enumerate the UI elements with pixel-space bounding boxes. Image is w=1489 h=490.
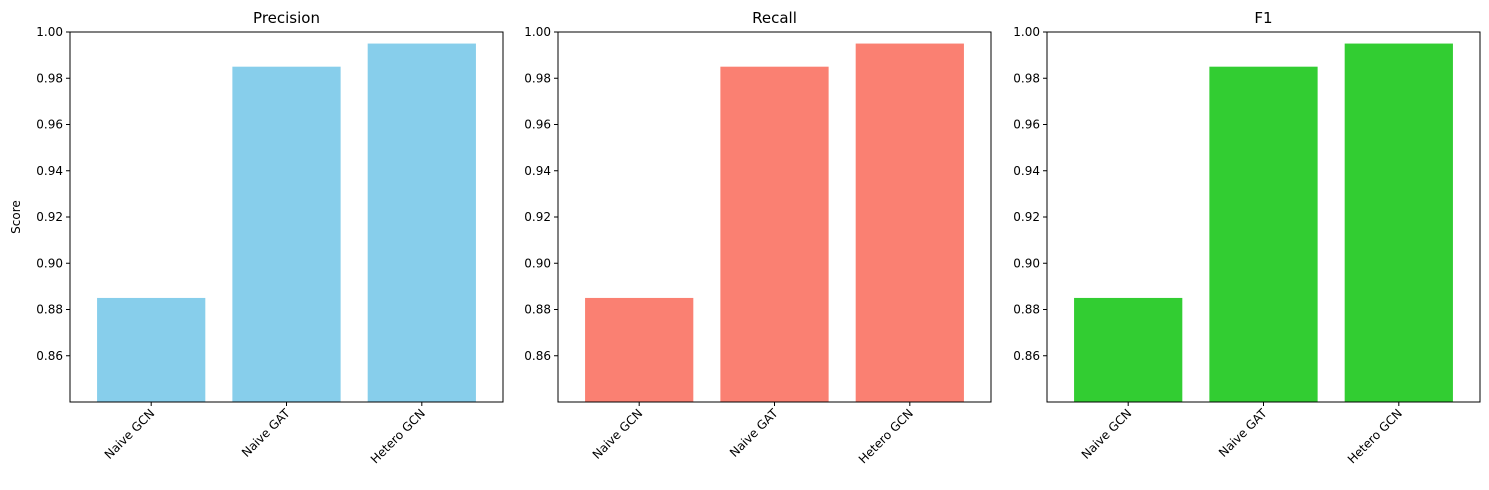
y-tick-label: 0.90 <box>36 256 63 270</box>
chart-panel-2: 0.86 0.88 0.90 0.92 0.94 0.96 0.98 1.00 Naive GC… <box>1013 9 1481 466</box>
bar-naive-gcn <box>97 297 206 402</box>
x-tick-label: Naive GCN <box>1079 406 1135 462</box>
y-tick-label: 0.90 <box>1013 256 1040 270</box>
y-tick-label: 0.86 <box>1013 349 1040 363</box>
x-tick-label: Naive GAT <box>239 406 293 460</box>
bar-hetero-gcn <box>855 43 964 402</box>
bar-hetero-gcn <box>367 43 476 402</box>
y-tick-label: 0.88 <box>36 303 63 317</box>
y-tick-label: 0.94 <box>36 164 63 178</box>
x-tick-label: Naive GCN <box>590 406 646 462</box>
bar-naive-gat <box>1209 66 1318 402</box>
bar-hetero-gcn <box>1344 43 1453 402</box>
x-tick-label: Naive GAT <box>1216 406 1270 460</box>
x-tick-label: Naive GAT <box>727 406 781 460</box>
y-tick-label: 0.92 <box>36 210 63 224</box>
y-tick-label: 0.98 <box>1013 71 1040 85</box>
y-tick-label: 0.96 <box>524 118 551 132</box>
y-tick-label: 0.96 <box>1013 118 1040 132</box>
y-tick-label: 0.98 <box>524 71 551 85</box>
chart-panel-1: 0.86 0.88 0.90 0.92 0.94 0.96 0.98 1.00 Naive GC… <box>524 9 992 466</box>
y-tick-label: 1.00 <box>1013 25 1040 39</box>
chart-panel-0: 0.86 0.88 0.90 0.92 0.94 0.96 0.98 1.00 Naive GC… <box>9 9 504 466</box>
y-tick-label: 0.88 <box>524 303 551 317</box>
y-tick-label: 0.98 <box>36 71 63 85</box>
x-tick-label: Naive GCN <box>102 406 158 462</box>
x-tick-label: Hetero GCN <box>368 406 428 466</box>
bar-naive-gat <box>232 66 341 402</box>
bar-naive-gcn <box>1074 297 1183 402</box>
y-tick-label: 0.96 <box>36 118 63 132</box>
y-tick-label: 1.00 <box>524 25 551 39</box>
x-tick-label: Hetero GCN <box>856 406 916 466</box>
y-axis-label: Score <box>9 200 23 234</box>
y-tick-label: 0.86 <box>36 349 63 363</box>
y-tick-label: 0.92 <box>1013 210 1040 224</box>
chart-title: F1 <box>1254 9 1272 27</box>
y-tick-label: 1.00 <box>36 25 63 39</box>
chart-title: Precision <box>253 9 320 27</box>
y-tick-label: 0.88 <box>1013 303 1040 317</box>
bar-naive-gcn <box>585 297 694 402</box>
y-tick-label: 0.90 <box>524 256 551 270</box>
y-tick-label: 0.94 <box>524 164 551 178</box>
chart-title: Recall <box>752 9 797 27</box>
y-tick-label: 0.94 <box>1013 164 1040 178</box>
x-tick-label: Hetero GCN <box>1345 406 1405 466</box>
y-tick-label: 0.86 <box>524 349 551 363</box>
bar-naive-gat <box>720 66 829 402</box>
y-tick-label: 0.92 <box>524 210 551 224</box>
